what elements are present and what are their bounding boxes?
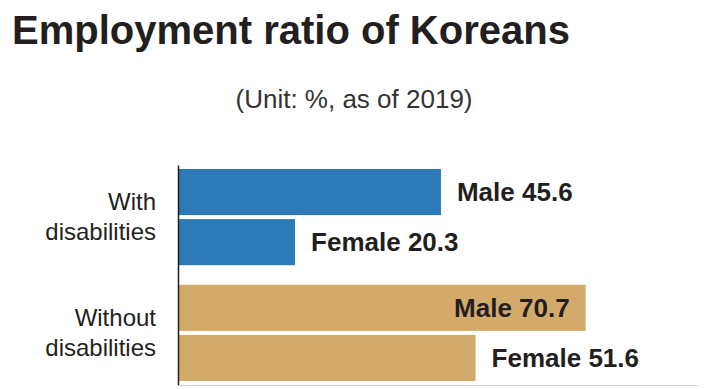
- y-axis-line: [178, 166, 180, 386]
- bar: [178, 169, 441, 215]
- data-label-value: 51.6: [581, 343, 639, 373]
- bar: [178, 335, 476, 381]
- subtitle: (Unit: %, as of 2019): [236, 84, 473, 114]
- y-tick-label-line: disabilities: [45, 218, 156, 245]
- data-label-series: Male: [454, 293, 512, 323]
- x-axis: [179, 385, 698, 386]
- y-tick-label-line: With: [108, 188, 156, 215]
- data-label-series: Female: [311, 227, 401, 257]
- title: Employment ratio of Koreans: [12, 8, 570, 52]
- data-label-series: Male: [457, 177, 515, 207]
- bar: [178, 219, 295, 265]
- data-label-series: Female: [492, 343, 582, 373]
- x-axis-line: [179, 385, 698, 386]
- data-label: Female 20.3: [311, 227, 458, 257]
- y-axis: With disabilities Without disabilities: [45, 166, 178, 386]
- data-label-value: 70.7: [512, 293, 570, 323]
- y-tick: Without disabilities: [45, 304, 178, 361]
- data-label: Male 70.7: [454, 293, 570, 323]
- bar: [178, 285, 586, 331]
- data-label-value: 20.3: [401, 227, 459, 257]
- chart: Employment ratio of Koreans (Unit: %, as …: [0, 0, 708, 389]
- bars: [178, 169, 586, 381]
- y-tick-label-line: Without: [75, 304, 157, 331]
- y-tick-label-line: disabilities: [45, 334, 156, 361]
- data-label: Female 51.6: [492, 343, 639, 373]
- y-tick: With disabilities: [45, 188, 178, 245]
- y-tick-label: With disabilities: [45, 188, 156, 245]
- data-label-value: 45.6: [515, 177, 573, 207]
- data-label: Male 45.6: [457, 177, 573, 207]
- y-tick-label: Without disabilities: [45, 304, 156, 361]
- data-labels: Male 45.6Male 70.7Female 20.3Female 51.6: [311, 177, 639, 373]
